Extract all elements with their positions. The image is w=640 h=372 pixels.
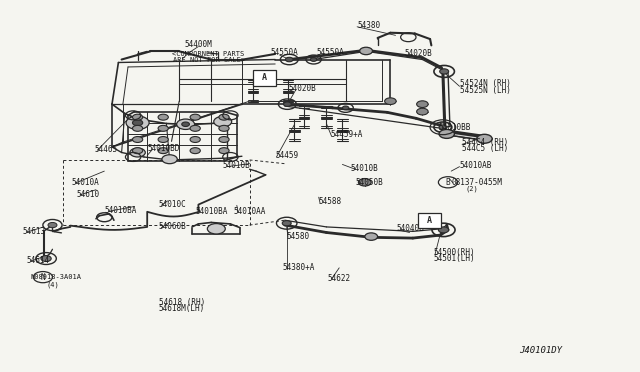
Circle shape bbox=[417, 101, 428, 108]
Text: J40101DY: J40101DY bbox=[519, 346, 562, 355]
Circle shape bbox=[214, 116, 232, 127]
Text: 08137-0455M: 08137-0455M bbox=[452, 178, 502, 187]
Circle shape bbox=[132, 148, 143, 154]
Text: ARE NOT FOR SALE>: ARE NOT FOR SALE> bbox=[173, 57, 245, 63]
Text: 54525N (LH): 54525N (LH) bbox=[460, 86, 510, 94]
Circle shape bbox=[190, 114, 200, 120]
Text: N08918-3A01A: N08918-3A01A bbox=[31, 274, 82, 280]
Circle shape bbox=[158, 125, 168, 131]
Text: 54524N (RH): 54524N (RH) bbox=[460, 79, 510, 88]
Circle shape bbox=[219, 125, 229, 131]
Circle shape bbox=[130, 148, 145, 157]
Circle shape bbox=[342, 106, 349, 110]
Text: 54020B: 54020B bbox=[404, 49, 432, 58]
Text: 54501(LH): 54501(LH) bbox=[434, 254, 476, 263]
Circle shape bbox=[48, 222, 57, 228]
Text: 544C5 (LH): 544C5 (LH) bbox=[462, 144, 508, 153]
Text: 54550A: 54550A bbox=[271, 48, 298, 57]
Circle shape bbox=[190, 137, 200, 142]
Text: (2): (2) bbox=[466, 186, 479, 192]
Text: 54459+A: 54459+A bbox=[330, 130, 363, 139]
Text: 54380+A: 54380+A bbox=[283, 263, 316, 272]
Text: 54400M: 54400M bbox=[184, 40, 212, 49]
Circle shape bbox=[219, 114, 229, 120]
Circle shape bbox=[285, 57, 293, 62]
Circle shape bbox=[132, 125, 143, 131]
Text: 54060B: 54060B bbox=[159, 222, 186, 231]
Circle shape bbox=[358, 179, 371, 186]
Text: B: B bbox=[445, 178, 451, 187]
Text: 54614: 54614 bbox=[27, 256, 50, 265]
Circle shape bbox=[440, 69, 449, 74]
Text: 54500(RH): 54500(RH) bbox=[434, 248, 476, 257]
Circle shape bbox=[158, 114, 168, 120]
Circle shape bbox=[219, 137, 229, 142]
Text: 54010AA: 54010AA bbox=[234, 207, 266, 216]
Circle shape bbox=[162, 155, 177, 164]
Circle shape bbox=[207, 224, 225, 234]
Circle shape bbox=[177, 119, 195, 129]
Text: 54010BA: 54010BA bbox=[104, 206, 137, 215]
Text: N: N bbox=[40, 273, 45, 282]
Circle shape bbox=[385, 98, 396, 105]
Circle shape bbox=[158, 148, 168, 154]
Text: 54010AB: 54010AB bbox=[460, 161, 492, 170]
Text: 54588: 54588 bbox=[319, 197, 342, 206]
Text: A: A bbox=[262, 73, 267, 82]
Circle shape bbox=[41, 256, 51, 262]
Circle shape bbox=[190, 148, 200, 154]
Circle shape bbox=[219, 148, 229, 154]
Circle shape bbox=[132, 137, 143, 142]
FancyBboxPatch shape bbox=[418, 213, 441, 228]
Circle shape bbox=[365, 233, 378, 240]
Text: 54618 (RH): 54618 (RH) bbox=[159, 298, 205, 307]
Text: (4): (4) bbox=[46, 281, 59, 288]
Text: 54010BB: 54010BB bbox=[438, 123, 471, 132]
Text: 544C4 (RH): 544C4 (RH) bbox=[462, 138, 508, 147]
FancyBboxPatch shape bbox=[253, 70, 276, 86]
Circle shape bbox=[182, 122, 189, 126]
Text: 54580: 54580 bbox=[287, 232, 310, 241]
Polygon shape bbox=[445, 131, 486, 141]
Text: 54040B: 54040B bbox=[397, 224, 424, 233]
Text: 54380: 54380 bbox=[357, 21, 380, 30]
Circle shape bbox=[439, 129, 454, 138]
Circle shape bbox=[132, 114, 143, 120]
Text: 54010BA: 54010BA bbox=[195, 207, 228, 216]
Circle shape bbox=[284, 102, 291, 106]
Text: 54622: 54622 bbox=[328, 274, 351, 283]
Text: 54550A: 54550A bbox=[317, 48, 344, 57]
Circle shape bbox=[190, 125, 200, 131]
Text: 54010B: 54010B bbox=[223, 161, 250, 170]
Circle shape bbox=[360, 47, 372, 55]
Circle shape bbox=[158, 137, 168, 142]
Circle shape bbox=[126, 116, 149, 129]
Circle shape bbox=[477, 134, 492, 143]
Text: 54618M(LH): 54618M(LH) bbox=[159, 304, 205, 312]
Text: A: A bbox=[427, 216, 432, 225]
Text: 54020B: 54020B bbox=[288, 84, 316, 93]
Text: 54010BD: 54010BD bbox=[147, 144, 180, 153]
Text: 54010A: 54010A bbox=[72, 178, 99, 187]
Text: 54010C: 54010C bbox=[159, 200, 186, 209]
Circle shape bbox=[438, 227, 449, 233]
Text: 54610: 54610 bbox=[77, 190, 100, 199]
Circle shape bbox=[282, 221, 291, 226]
Text: 54459: 54459 bbox=[275, 151, 298, 160]
Circle shape bbox=[310, 58, 317, 61]
Text: <COMPORNENT PARTS: <COMPORNENT PARTS bbox=[172, 51, 244, 57]
Circle shape bbox=[132, 120, 143, 126]
Text: 54010B: 54010B bbox=[351, 164, 378, 173]
Text: 54050B: 54050B bbox=[355, 178, 383, 187]
Text: 54465: 54465 bbox=[95, 145, 118, 154]
Text: 54613: 54613 bbox=[22, 227, 45, 236]
Circle shape bbox=[417, 108, 428, 115]
Circle shape bbox=[439, 125, 447, 129]
